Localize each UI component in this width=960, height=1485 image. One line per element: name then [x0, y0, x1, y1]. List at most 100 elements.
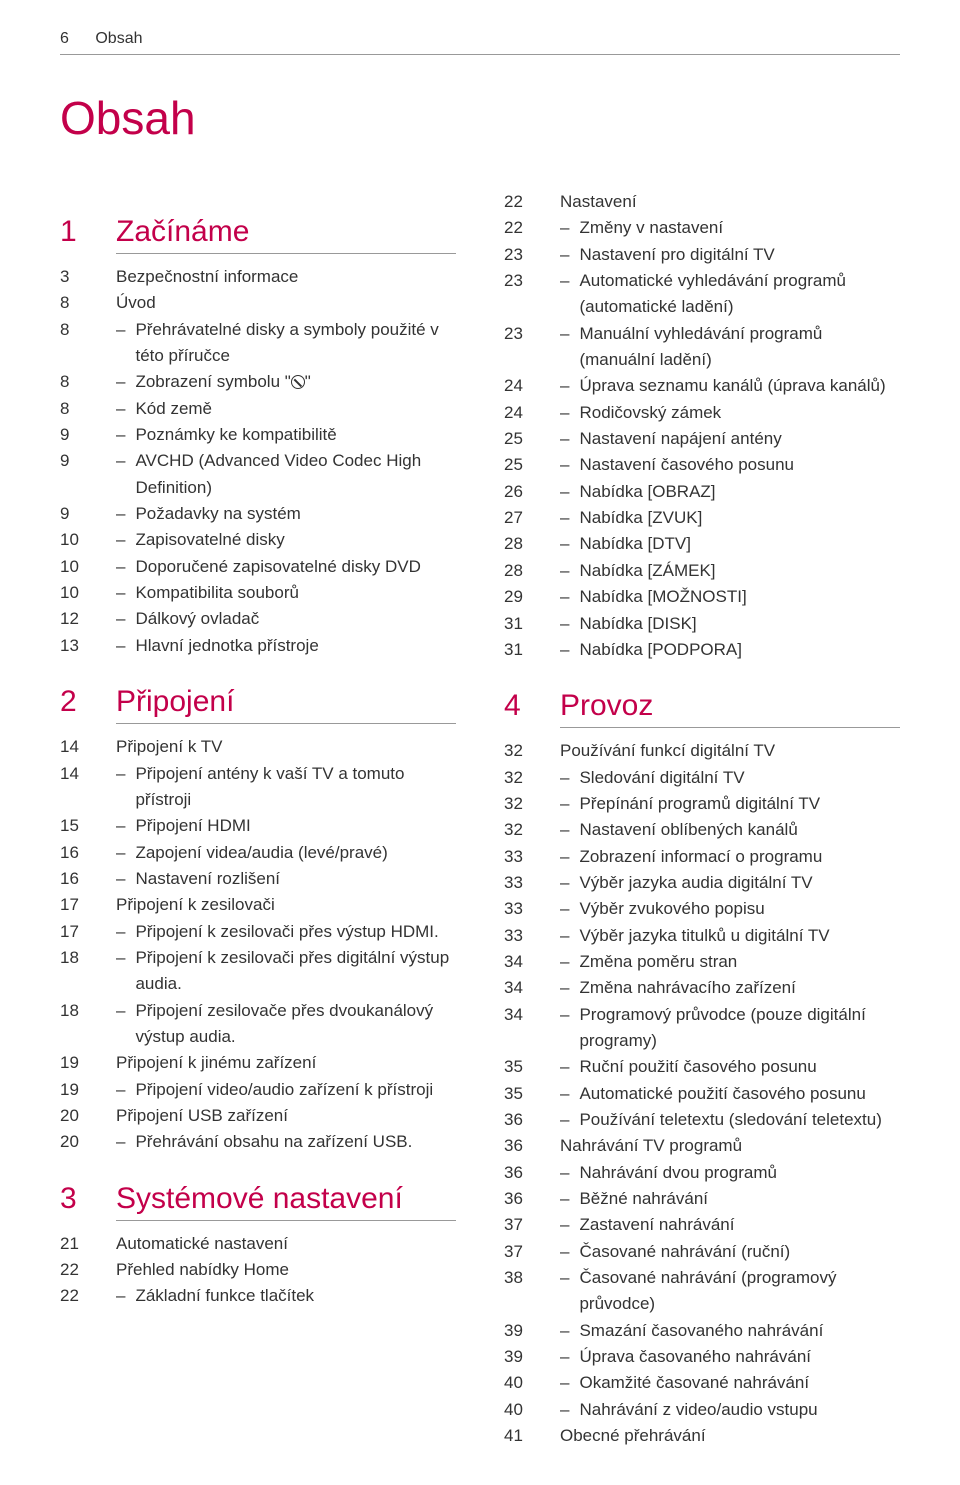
- toc-row: 35–Automatické použití časového posunu: [504, 1081, 900, 1107]
- toc-row: 37–Časované nahrávání (ruční): [504, 1239, 900, 1265]
- dash-icon: –: [560, 791, 579, 817]
- toc-entry-text: Automatické vyhledávání programů (automa…: [579, 268, 900, 321]
- toc-entry-text: Změny v nastavení: [579, 215, 900, 241]
- dash-icon: –: [116, 580, 135, 606]
- toc-row: 32–Přepínání programů digitální TV: [504, 791, 900, 817]
- toc-row: 22Nastavení: [504, 189, 900, 215]
- dash-icon: –: [116, 1129, 135, 1155]
- toc-row: 17–Připojení k zesilovači přes výstup HD…: [60, 919, 456, 945]
- toc-row: 10–Doporučené zapisovatelné disky DVD: [60, 554, 456, 580]
- toc-entry-text: Nabídka [MOŽNOSTI]: [579, 584, 900, 610]
- dash-icon: –: [560, 1370, 579, 1396]
- dash-icon: –: [560, 611, 579, 637]
- toc-entry-text: Přehled nabídky Home: [116, 1257, 456, 1283]
- toc-page-number: 35: [504, 1054, 560, 1080]
- dash-icon: –: [116, 1283, 135, 1309]
- toc-entry-text: Automatické nastavení: [116, 1231, 456, 1257]
- toc-row: 10–Kompatibilita souborů: [60, 580, 456, 606]
- toc-page-number: 18: [60, 945, 116, 971]
- toc-page-number: 22: [504, 215, 560, 241]
- toc-entry-text: Nahrávání dvou programů: [579, 1160, 900, 1186]
- toc-page-number: 25: [504, 426, 560, 452]
- toc-entry-text: Požadavky na systém: [135, 501, 456, 527]
- toc-entry-text: Připojení video/audio zařízení k přístro…: [135, 1077, 456, 1103]
- toc-page-number: 12: [60, 606, 116, 632]
- section-number: 1: [60, 215, 92, 249]
- toc-page-number: 20: [60, 1129, 116, 1155]
- dash-icon: –: [560, 870, 579, 896]
- toc-row: 23–Nastavení pro digitální TV: [504, 242, 900, 268]
- toc-row: 33–Výběr jazyka titulků u digitální TV: [504, 923, 900, 949]
- dash-icon: –: [560, 765, 579, 791]
- toc-page-number: 33: [504, 896, 560, 922]
- toc-entry-text: Nabídka [PODPORA]: [579, 637, 900, 663]
- toc-page-number: 32: [504, 765, 560, 791]
- toc-row: 18–Připojení zesilovače přes dvoukanálov…: [60, 998, 456, 1051]
- toc-entry-text: Běžné nahrávání: [579, 1186, 900, 1212]
- section-number: 3: [60, 1182, 92, 1216]
- toc-entry-text: Připojení k zesilovači: [116, 892, 456, 918]
- no-symbol-icon: [291, 375, 305, 389]
- toc-row: 40–Nahrávání z video/audio vstupu: [504, 1397, 900, 1423]
- toc-entry-text: Připojení k TV: [116, 734, 456, 760]
- toc-row: 36Nahrávání TV programů: [504, 1133, 900, 1159]
- dash-icon: –: [116, 998, 135, 1024]
- section-title: Začínáme: [116, 215, 249, 249]
- dash-icon: –: [560, 1081, 579, 1107]
- toc-entry-text: Úprava časovaného nahrávání: [579, 1344, 900, 1370]
- toc-row: 33–Výběr jazyka audia digitální TV: [504, 870, 900, 896]
- toc-page-number: 33: [504, 844, 560, 870]
- toc-page-number: 39: [504, 1318, 560, 1344]
- toc-row: 19Připojení k jinému zařízení: [60, 1050, 456, 1076]
- toc-row: 34–Změna nahrávacího zařízení: [504, 975, 900, 1001]
- toc-entry-text: Změna nahrávacího zařízení: [579, 975, 900, 1001]
- toc-page-number: 16: [60, 840, 116, 866]
- toc-row: 3Bezpečnostní informace: [60, 264, 456, 290]
- toc-page-number: 27: [504, 505, 560, 531]
- toc-entry-text: Úvod: [116, 290, 456, 316]
- toc-row: 24–Rodičovský zámek: [504, 400, 900, 426]
- dash-icon: –: [560, 637, 579, 663]
- toc-page-number: 13: [60, 633, 116, 659]
- toc-row: 40–Okamžité časované nahrávání: [504, 1370, 900, 1396]
- toc-row: 22Přehled nabídky Home: [60, 1257, 456, 1283]
- toc-page-number: 10: [60, 527, 116, 553]
- toc-entry-text: Základní funkce tlačítek: [135, 1283, 456, 1309]
- dash-icon: –: [560, 215, 579, 241]
- toc-page-number: 22: [60, 1257, 116, 1283]
- toc-entry-text: Kód země: [135, 396, 456, 422]
- dash-icon: –: [560, 896, 579, 922]
- toc-page-number: 23: [504, 242, 560, 268]
- toc-page-number: 3: [60, 264, 116, 290]
- toc-row: 16–Nastavení rozlišení: [60, 866, 456, 892]
- section-heading: 4Provoz: [504, 689, 900, 723]
- toc-page-number: 35: [504, 1081, 560, 1107]
- toc-entry-text: Úprava seznamu kanálů (úprava kanálů): [579, 373, 900, 399]
- toc-row: 35–Ruční použití časového posunu: [504, 1054, 900, 1080]
- toc-page-number: 40: [504, 1397, 560, 1423]
- dash-icon: –: [560, 584, 579, 610]
- dash-icon: –: [560, 1186, 579, 1212]
- dash-icon: –: [116, 422, 135, 448]
- toc-entry-text: Připojení k zesilovači přes digitální vý…: [135, 945, 456, 998]
- toc-entry-text: Nastavení oblíbených kanálů: [579, 817, 900, 843]
- dash-icon: –: [560, 1107, 579, 1133]
- dash-icon: –: [116, 448, 135, 474]
- toc-page-number: 8: [60, 290, 116, 316]
- toc-page-number: 38: [504, 1265, 560, 1291]
- dash-icon: –: [560, 321, 579, 347]
- toc-entry-text: Přehrávání obsahu na zařízení USB.: [135, 1129, 456, 1155]
- section-title: Provoz: [560, 689, 653, 723]
- toc-entry-text: Připojení zesilovače přes dvoukanálový v…: [135, 998, 456, 1051]
- toc-row: 25–Nastavení časového posunu: [504, 452, 900, 478]
- dash-icon: –: [116, 761, 135, 787]
- dash-icon: –: [560, 558, 579, 584]
- toc-row: 41Obecné přehrávání: [504, 1423, 900, 1449]
- toc-page-number: 36: [504, 1133, 560, 1159]
- toc-entry-text: Výběr zvukového popisu: [579, 896, 900, 922]
- toc-page-number: 19: [60, 1050, 116, 1076]
- toc-page-number: 18: [60, 998, 116, 1024]
- toc-page-number: 33: [504, 923, 560, 949]
- toc-row: 22–Základní funkce tlačítek: [60, 1283, 456, 1309]
- toc-page-number: 26: [504, 479, 560, 505]
